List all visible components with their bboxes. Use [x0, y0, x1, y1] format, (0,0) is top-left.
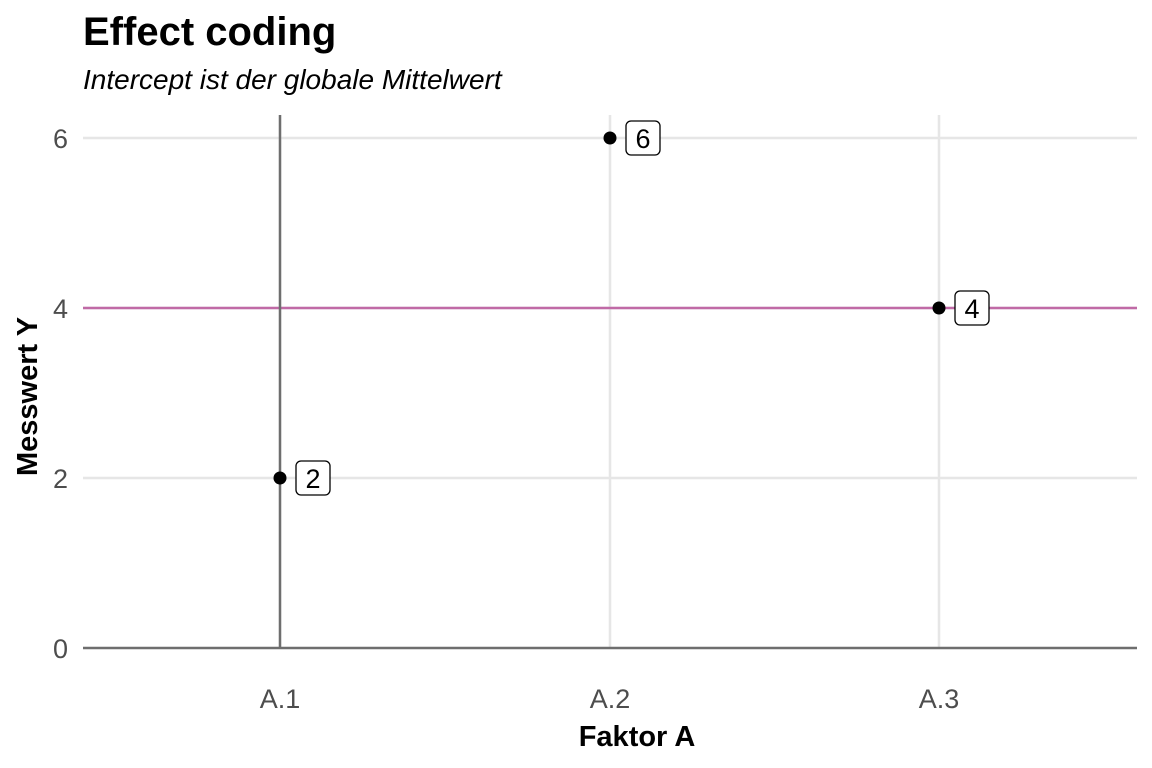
y-tick-label: 2 — [53, 464, 68, 494]
y-tick-label: 0 — [53, 634, 68, 664]
chart-title: Effect coding — [83, 10, 337, 54]
x-tick-label: A.2 — [590, 684, 631, 714]
data-label-box — [295, 460, 331, 496]
data-point — [273, 471, 287, 485]
data-label-box — [954, 290, 990, 326]
x-tick-label: A.3 — [919, 684, 960, 714]
y-tick-label: 4 — [53, 294, 68, 324]
x-axis-title: Faktor A — [579, 721, 696, 753]
chart-subtitle: Intercept ist der globale Mittelwert — [83, 64, 502, 95]
y-axis-title: Messwert Y — [12, 317, 44, 476]
data-label-box — [625, 120, 661, 156]
x-tick-label: A.1 — [260, 684, 301, 714]
grid-lines — [83, 115, 1137, 648]
tick-labels: 0 2 4 6 A.1 A.2 A.3 — [53, 124, 959, 714]
data-marks: 2 6 4 — [273, 120, 990, 496]
data-label: 6 — [635, 124, 650, 154]
data-point — [603, 131, 617, 145]
y-tick-label: 6 — [53, 124, 68, 154]
data-point — [932, 301, 946, 315]
data-label: 4 — [964, 294, 979, 324]
data-label: 2 — [305, 464, 320, 494]
